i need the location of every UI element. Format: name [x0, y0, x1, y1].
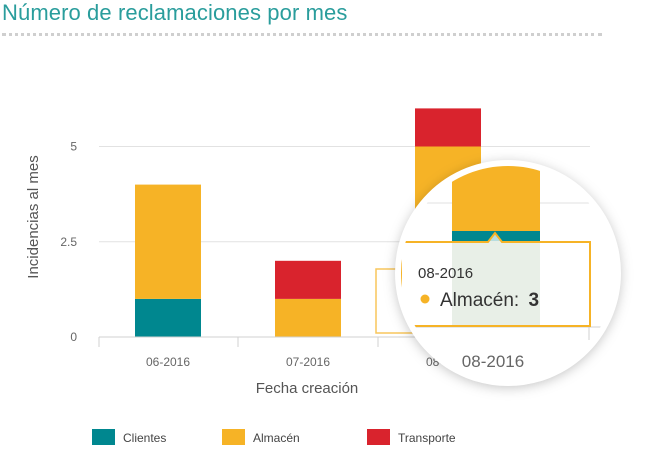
title-divider	[2, 33, 602, 36]
tooltip-value: 3	[528, 290, 539, 311]
legend-swatch	[367, 429, 390, 445]
y-tick-label: 2.5	[60, 235, 77, 249]
bar-segment[interactable]	[135, 298, 201, 337]
y-axis-title: Incidencias al mes	[25, 155, 42, 278]
legend-label[interactable]: Clientes	[123, 431, 166, 445]
page-title: Número de reclamaciones por mes	[2, 0, 348, 25]
tooltip: 08-2016 Almacén: 3	[400, 231, 591, 327]
tooltip-series-dot	[420, 294, 430, 304]
y-tick-label: 5	[70, 140, 77, 154]
y-tick-labels: 02.55	[60, 140, 77, 345]
tooltip-series-label: Almacén:	[440, 290, 519, 311]
legend-label[interactable]: Transporte	[398, 431, 456, 445]
x-tick-label: 06-2016	[146, 355, 190, 369]
legend: Clientes Almacén Transporte	[92, 429, 456, 445]
svg-text:Almacén: 3: Almacén: 3	[440, 290, 539, 311]
x-axis-title: Fecha creación	[256, 380, 359, 397]
legend-swatch	[222, 429, 245, 445]
zoomed-x-tick-label: 08-2016	[462, 352, 524, 371]
legend-swatch	[92, 429, 115, 445]
zoomed-bar-segment[interactable]	[452, 39, 540, 87]
x-tick-label: 07-2016	[286, 355, 330, 369]
bar-segment[interactable]	[415, 108, 481, 147]
bar-segment[interactable]	[275, 298, 341, 337]
magnifier-lens: 08-2016 08-2016 Almacén: 3	[395, 39, 621, 386]
bar-segment[interactable]	[275, 260, 341, 299]
tooltip-category: 08-2016	[418, 265, 473, 282]
legend-label[interactable]: Almacén	[253, 431, 300, 445]
bar-segment[interactable]	[135, 184, 201, 299]
y-tick-label: 0	[70, 330, 77, 344]
